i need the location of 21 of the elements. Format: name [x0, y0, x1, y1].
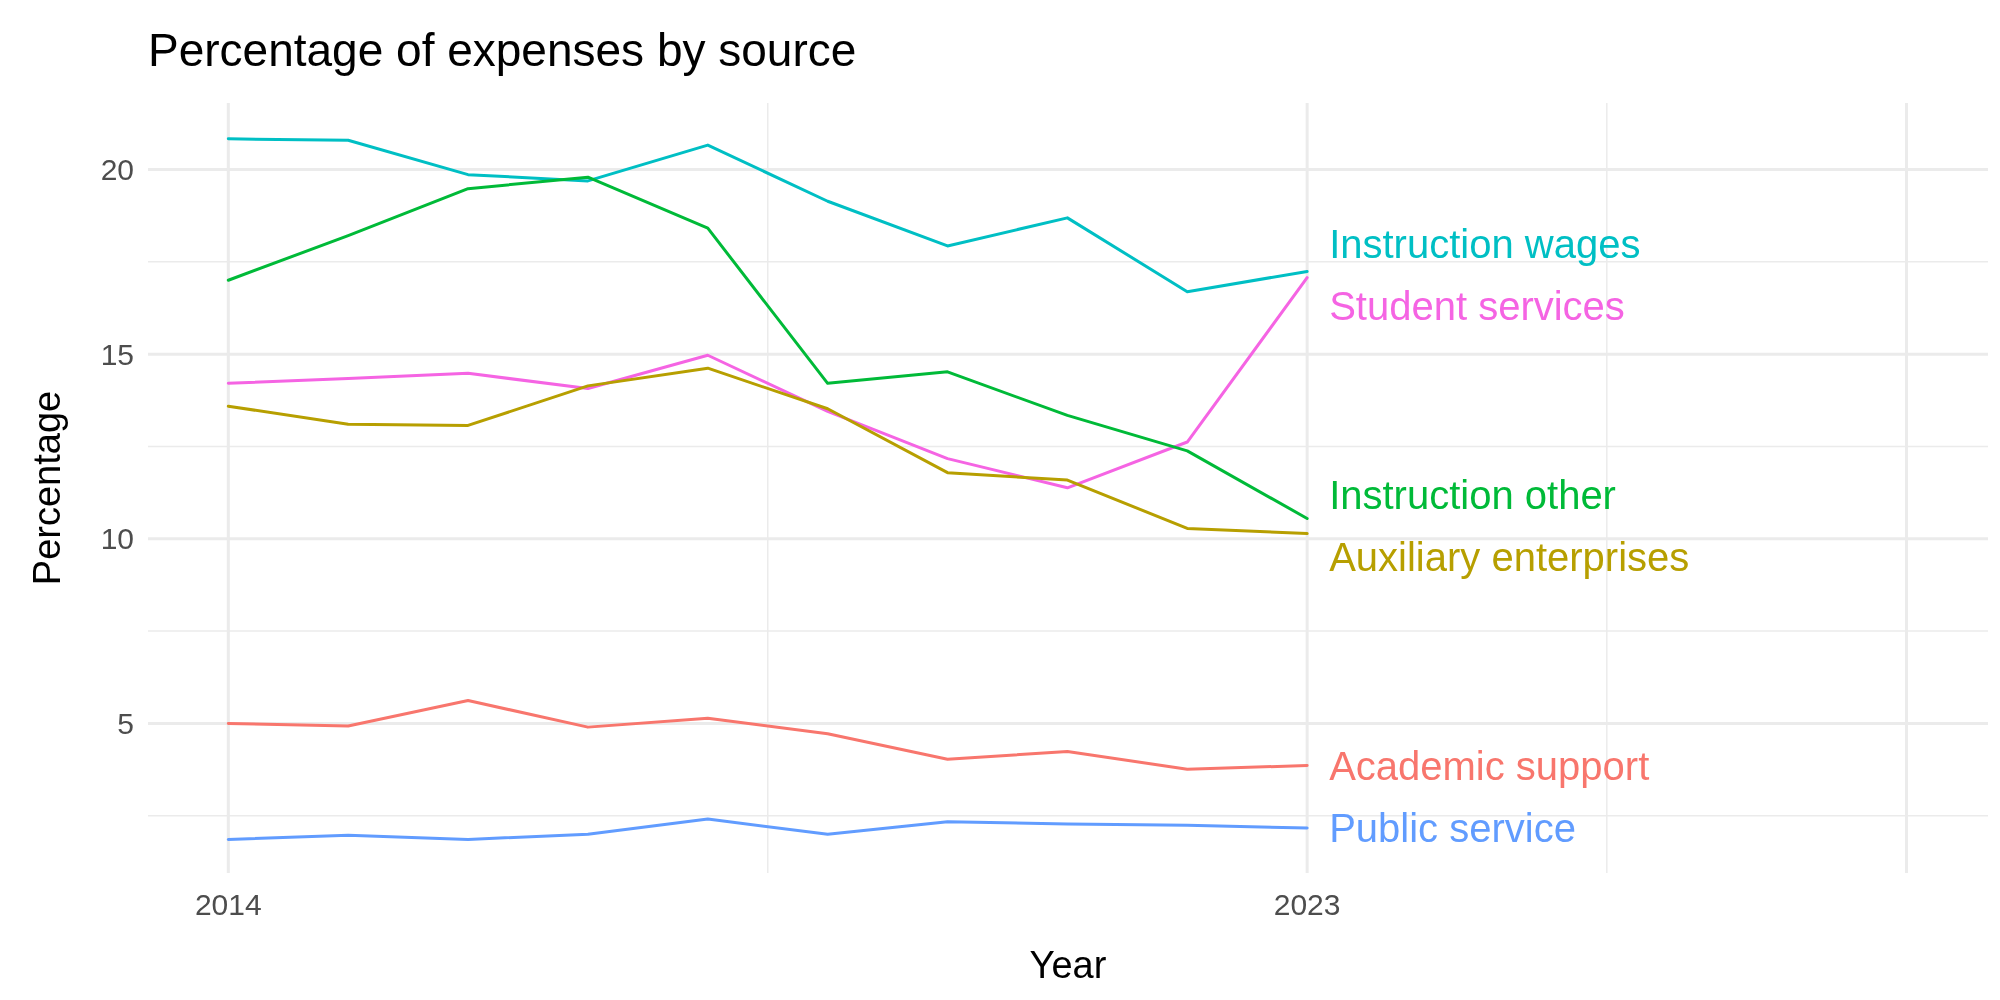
y-tick-label: 15: [100, 337, 134, 371]
series-label: Student services: [1329, 283, 1625, 328]
line-series: [226, 699, 1309, 771]
series-label: Public service: [1329, 805, 1576, 850]
x-tick-label: 2014: [194, 888, 262, 921]
x-tick-label: 2023: [1273, 888, 1341, 921]
line-series: [226, 137, 1309, 294]
line-series: [226, 366, 1309, 536]
series-label: Auxiliary enterprises: [1329, 535, 1690, 580]
series-label: Instruction other: [1329, 473, 1616, 518]
y-axis-title: Percentage: [26, 390, 68, 586]
y-tick-label: 10: [100, 522, 134, 556]
line-series: [226, 276, 1309, 490]
line-series: [226, 817, 1309, 841]
y-tick-label: 20: [100, 152, 134, 186]
series-label: Instruction wages: [1329, 221, 1641, 266]
chart-title: Percentage of expenses by source: [148, 24, 857, 76]
series-label: Academic support: [1329, 743, 1650, 788]
line-series: [226, 175, 1309, 520]
y-tick-label: 5: [117, 706, 134, 740]
x-axis-title: Year: [1029, 944, 1107, 986]
